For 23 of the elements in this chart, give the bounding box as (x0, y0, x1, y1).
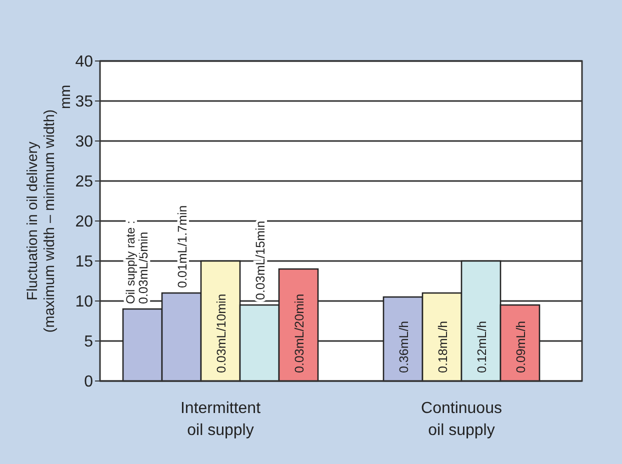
y-tick-label: 25 (75, 174, 94, 191)
y-tick-label: 20 (75, 214, 94, 231)
x-tick-label: Continuous oil supply (421, 400, 502, 439)
y-axis-title: Fluctuation in oil delivery (maximum width – minimum width) (25, 109, 58, 333)
series-label: 0.36mL/h (397, 320, 411, 373)
text: 0.01mL/1.7min (176, 205, 190, 288)
annotation: Oil supply rate : (124, 220, 138, 304)
y-tick-label: 40 (75, 54, 94, 71)
series-label: 0.18mL/h (436, 320, 450, 373)
text: 0.03mL/15min (254, 220, 268, 300)
series-label: 0.12mL/h (475, 320, 489, 373)
series-label: 0.03mL/10min (214, 294, 228, 373)
series-label: 0.03mL/20min (292, 294, 306, 373)
y-tick-label: 0 (84, 374, 94, 391)
y-tick-label: 35 (75, 94, 94, 111)
y-tick-label: 10 (75, 294, 94, 311)
series-label: 0.09mL/h (514, 320, 528, 373)
x-tick-label: Intermittent oil supply (180, 400, 262, 439)
text: 0.03mL/5min (136, 232, 150, 304)
y-tick-label: 30 (75, 134, 94, 151)
y-tick-label: 15 (75, 254, 94, 271)
y-tick-label: 5 (84, 334, 94, 351)
text: mm (58, 84, 74, 109)
